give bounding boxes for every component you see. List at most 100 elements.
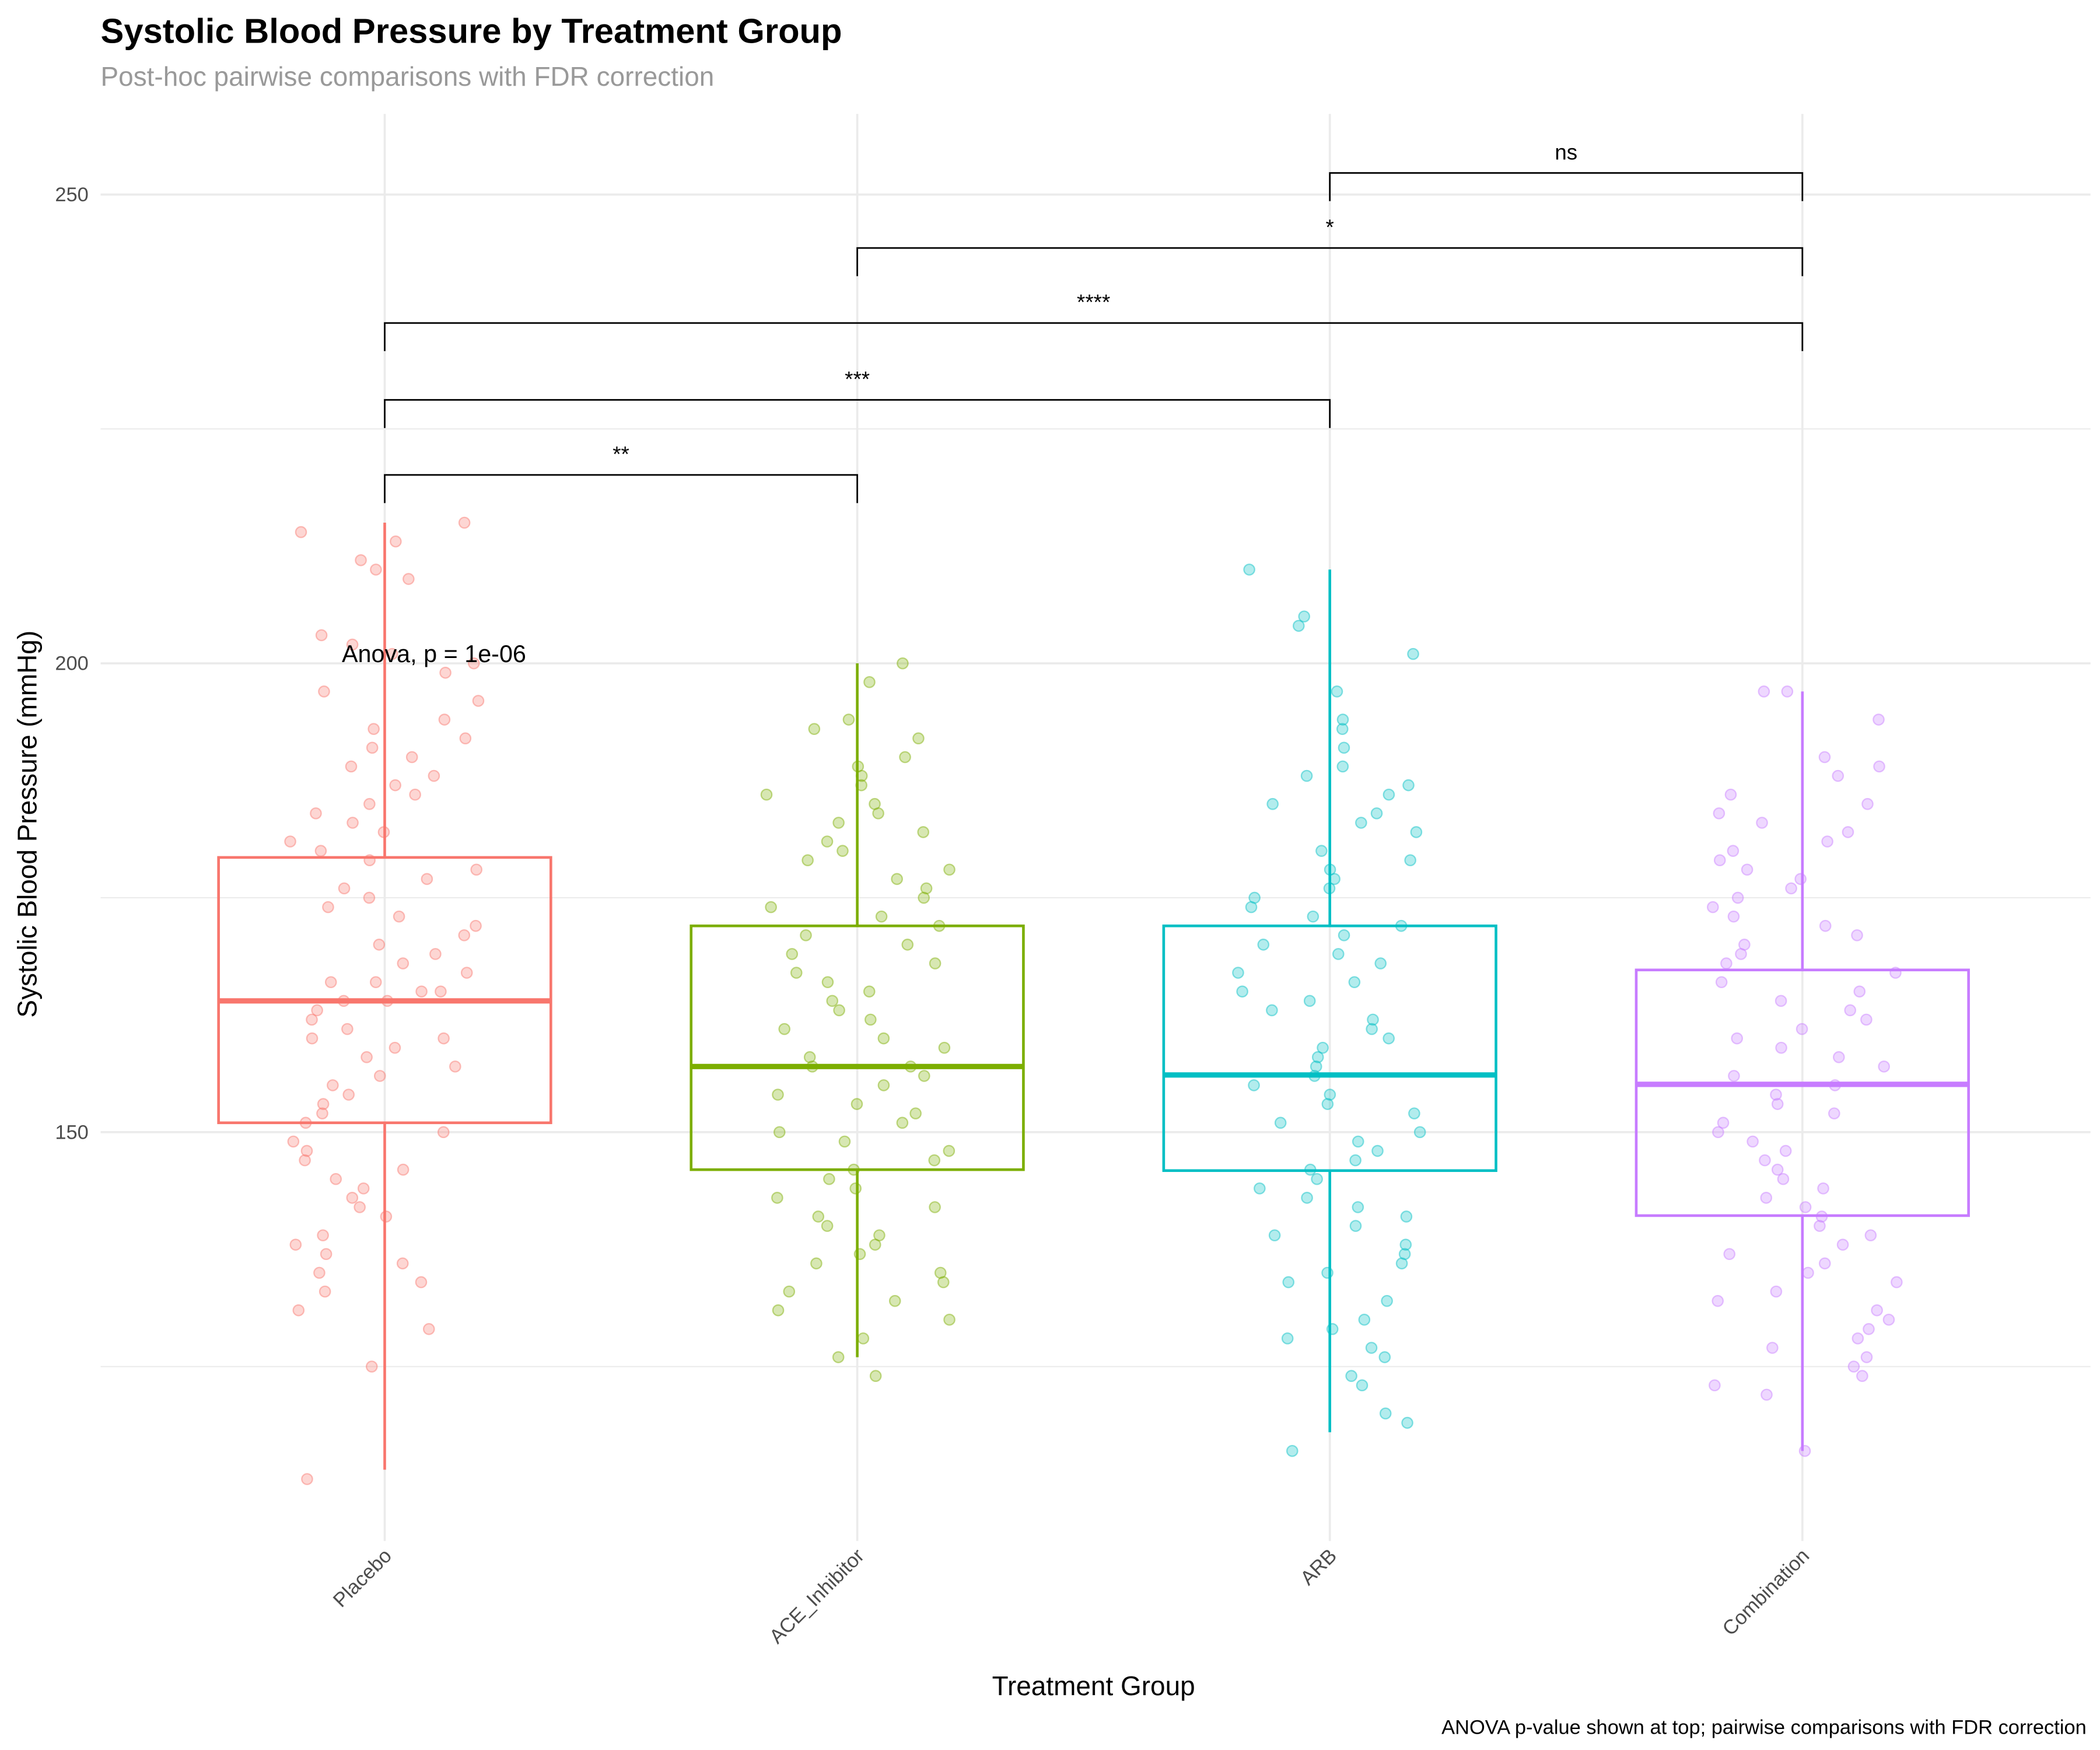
data-point [415, 1276, 428, 1289]
data-point [1774, 995, 1787, 1007]
data-point [327, 1079, 339, 1091]
data-point [1382, 1032, 1395, 1045]
data-point [368, 723, 380, 736]
data-point [1727, 910, 1740, 923]
gridlines [100, 114, 2091, 1541]
data-point [301, 1473, 313, 1485]
data-point [1292, 620, 1305, 632]
data-point [1315, 845, 1328, 857]
data-point [1864, 1229, 1877, 1241]
data-point [1836, 1238, 1849, 1251]
data-point [439, 666, 452, 679]
data-point [869, 797, 881, 810]
data-point [1844, 1004, 1857, 1017]
data-point [299, 1154, 311, 1167]
data-point [1298, 610, 1311, 623]
data-point [1338, 929, 1350, 942]
chart-title: Systolic Blood Pressure by Treatment Gro… [101, 12, 842, 51]
data-point [1310, 1060, 1322, 1073]
data-point [1713, 807, 1726, 820]
data-point [1382, 788, 1395, 801]
data-point [1766, 1342, 1779, 1354]
data-point [306, 1032, 318, 1045]
data-point [380, 1210, 393, 1223]
y-axis-ticks: 150 200 250 [55, 184, 88, 1143]
data-point [772, 1088, 784, 1101]
data-point [786, 948, 799, 960]
data-point [438, 1032, 450, 1045]
data-point [836, 845, 849, 857]
data-point [1818, 1257, 1831, 1270]
data-point [864, 1013, 877, 1026]
data-point [778, 1023, 791, 1035]
data-point [311, 1004, 323, 1017]
data-point [1735, 948, 1747, 960]
bracket: ** [384, 442, 858, 503]
data-point [1311, 1172, 1323, 1185]
data-point [415, 985, 428, 998]
significance-label: ** [612, 442, 629, 466]
data-point [1404, 854, 1416, 867]
data-point [1779, 1144, 1792, 1157]
data-point [1266, 797, 1279, 810]
data-point [943, 863, 956, 876]
x-tick-label: ARB [1296, 1545, 1341, 1590]
data-point [1775, 1041, 1787, 1054]
significance-label: **** [1077, 290, 1110, 314]
data-point [1379, 1407, 1392, 1420]
data-point [1407, 648, 1419, 660]
data-point [872, 807, 884, 820]
data-point [1746, 1135, 1759, 1148]
data-point [1759, 1154, 1771, 1167]
data-point [1712, 1294, 1724, 1307]
box-iqr [217, 856, 552, 1125]
data-point [1777, 1172, 1790, 1185]
data-point [821, 835, 834, 848]
data-point [1709, 1379, 1721, 1392]
data-point [1317, 1041, 1329, 1054]
data-point [1731, 891, 1744, 904]
x-tick-label: Placebo [329, 1545, 396, 1612]
data-point [1282, 1276, 1295, 1289]
data-point [850, 1098, 863, 1110]
data-point [1771, 1163, 1784, 1176]
data-point [422, 1323, 435, 1335]
x-axis-ticks: Placebo ACE_Inhibitor ARB Combination [329, 1545, 1814, 1648]
data-point [1281, 1332, 1294, 1345]
data-point [1796, 1023, 1808, 1035]
data-point [324, 976, 337, 989]
data-point [1861, 797, 1874, 810]
data-point [1336, 723, 1349, 736]
data-point [1311, 1051, 1324, 1063]
data-point [929, 957, 942, 970]
data-point [1770, 1285, 1783, 1298]
data-point [1741, 863, 1754, 876]
data-point [838, 1135, 851, 1148]
data-point [429, 948, 442, 960]
data-point [869, 1238, 881, 1251]
data-point [346, 817, 359, 829]
data-point [1860, 1351, 1873, 1363]
data-point [1771, 1098, 1784, 1110]
data-point [1370, 807, 1383, 820]
data-point [1356, 1379, 1368, 1392]
data-point [1860, 1013, 1873, 1026]
data-point [857, 1332, 870, 1345]
data-point [1738, 939, 1751, 951]
data-point [284, 835, 296, 848]
data-point [1331, 685, 1343, 698]
data-point [1286, 1445, 1298, 1457]
x-tick-label: Combination [1718, 1545, 1814, 1640]
data-point [863, 985, 876, 998]
data-point [1713, 854, 1726, 867]
data-point [1871, 1304, 1883, 1317]
data-point [405, 751, 418, 764]
data-point [1727, 845, 1740, 857]
data-point [1268, 1229, 1281, 1241]
data-point [803, 1051, 816, 1063]
data-point [1274, 1116, 1287, 1129]
data-point [342, 1088, 355, 1101]
data-point [1715, 976, 1728, 989]
data-point [1863, 1323, 1875, 1335]
data-point [1338, 741, 1350, 754]
